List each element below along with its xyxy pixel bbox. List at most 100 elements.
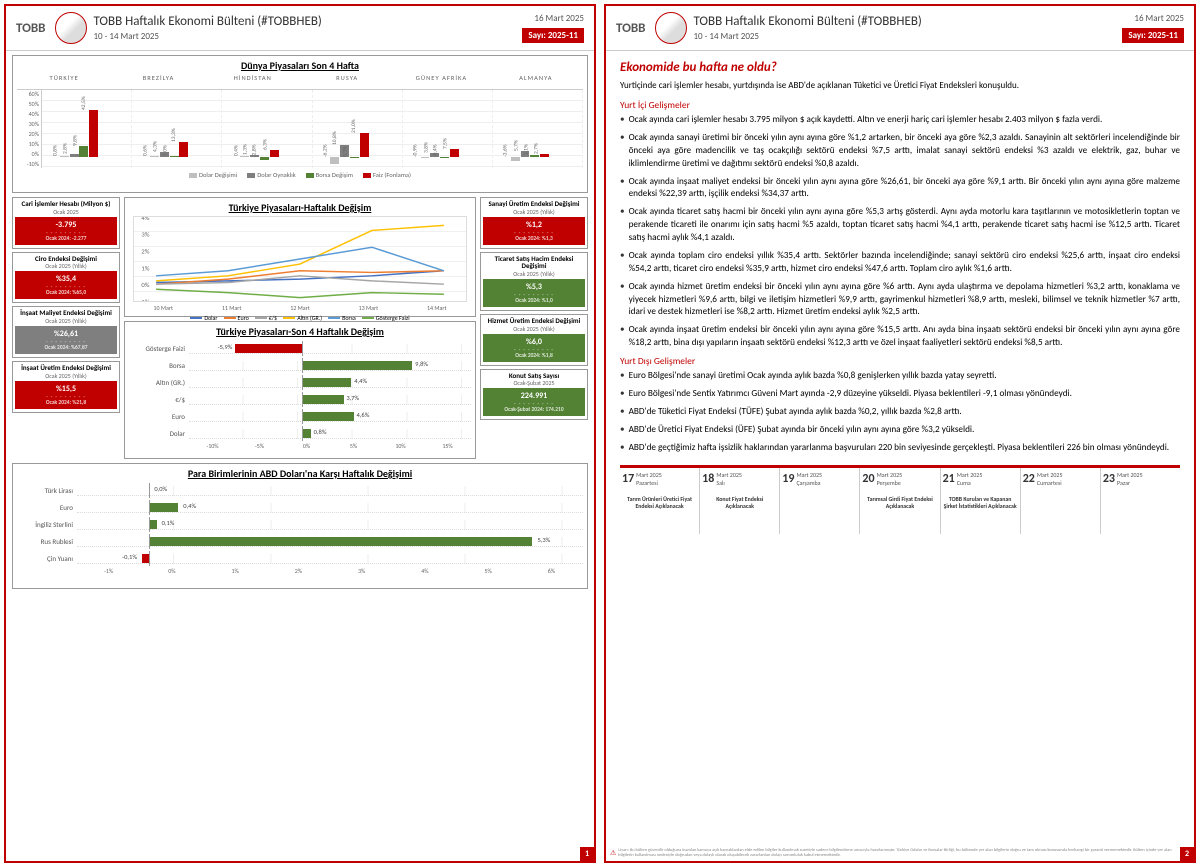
- issue-badge: Sayı: 2025-11: [1122, 28, 1184, 43]
- bullet-item: Ocak ayında hizmet üretim endeksi bir ön…: [620, 281, 1180, 320]
- calendar-cell: 22Mart 2025Cumartesi: [1021, 468, 1101, 534]
- middle-row: Cari İşlemler Hesabı (Milyon $) Ocak 202…: [12, 197, 588, 459]
- hbar-row: İngiliz Sterlini 0,1%: [17, 516, 583, 533]
- weekly-chart-title: Türkiye Piyasaları-Haftalık Değişim: [129, 201, 471, 214]
- tobb-logo-icon: [655, 12, 687, 44]
- disclaimer: Uyarı: Bu bülten güvenilir olduğuna inan…: [610, 849, 1176, 859]
- bulletin-title: TOBB Haftalık Ekonomi Bülteni (#TOBBHEB): [93, 14, 516, 29]
- hbar-row: Euro 4,6%: [129, 408, 471, 425]
- legend-item: Dolar: [190, 314, 217, 322]
- legend-item: Faiz (Fonlama): [363, 171, 411, 179]
- legend-item: Dolar Değişimi: [189, 171, 237, 179]
- hbar-row: Altın (GR.) 4,4%: [129, 374, 471, 391]
- hbar-row: €/$ 3,7%: [129, 391, 471, 408]
- country-bars: 0,8%2,8%9,8%42,5%: [42, 90, 132, 168]
- publish-date: 16 Mart 2025: [1122, 13, 1184, 24]
- world-chart-title: Dünya Piyasaları Son 4 Hafta: [17, 59, 583, 72]
- bullet-item: Ocak ayında cari işlemler hesabı 3.795 m…: [620, 114, 1180, 127]
- legend-item: Altın (GR.): [283, 314, 322, 322]
- bullet-item: Ocak ayında ticaret satış hacmi bir önce…: [620, 206, 1180, 245]
- legend-item: Borsa Değişim: [306, 171, 353, 179]
- bullet-item: Ocak ayında toplam ciro endeksi yıllık %…: [620, 250, 1180, 276]
- calendar-row: 17Mart 2025Pazartesi Tarım Ürünleri Üret…: [620, 465, 1180, 534]
- bullet-item: Euro Bölgesi'nde Sentix Yatırımcı Güveni…: [620, 388, 1180, 401]
- calendar-cell: 20Mart 2025Perşembe Tarımsal Girdi Fiyat…: [860, 468, 940, 534]
- svg-text:4%: 4%: [141, 217, 150, 222]
- legend-item: Euro: [224, 314, 249, 322]
- calendar-cell: 21Mart 2025Cuma TOBB Kurulan ve Kapanan …: [941, 468, 1021, 534]
- p2-main-title: Ekonomide bu hafta ne oldu?: [620, 59, 1180, 77]
- indicator-card: Cari İşlemler Hesabı (Milyon $) Ocak 202…: [12, 197, 120, 249]
- hbar-row: Borsa 9,8%: [129, 357, 471, 374]
- date-range: 10 - 14 Mart 2025: [93, 31, 516, 42]
- tobb-logo-text: TOBB: [616, 21, 645, 36]
- bullet-item: ABD'de geçtiğimiz hafta işsizlik hakları…: [620, 442, 1180, 455]
- bullet-item: Euro Bölgesi'nde sanayi üretimi Ocak ayı…: [620, 370, 1180, 383]
- page-number: 2: [1180, 847, 1194, 861]
- domestic-heading: Yurt İçi Gelişmeler: [620, 99, 1180, 112]
- world-markets-chart: Dünya Piyasaları Son 4 Hafta TÜRKİYEBREZ…: [12, 55, 588, 193]
- indicator-card: İnşaat Üretim Endeksi Değişimi Ocak 2025…: [12, 361, 120, 413]
- page-number: 1: [580, 847, 594, 861]
- p2-intro: Yurtiçinde cari işlemler hesabı, yurtdış…: [620, 80, 1180, 93]
- indicator-card: Sanayi Üretim Endeksi Değişimi Ocak 2025…: [480, 197, 588, 249]
- legend-item: Dolar Oynaklık: [247, 171, 295, 179]
- page2-content: Ekonomide bu hafta ne oldu? Yurtiçinde c…: [606, 51, 1194, 861]
- country-bars: 0,6%4,3%1,0%13,3%: [132, 90, 222, 168]
- bullet-item: Ocak ayında sanayi üretimi bir önceki yı…: [620, 132, 1180, 171]
- hbar-row: Rus Rublesi 5,3%: [17, 533, 583, 550]
- issue-badge: Sayı: 2025-11: [522, 28, 584, 43]
- country-bars: 0,4%1,3%-2,8%6,3%: [222, 90, 312, 168]
- calendar-cell: 23Mart 2025Pazar: [1101, 468, 1180, 534]
- country-header: GÜNEY AFRİKA: [394, 74, 488, 89]
- country-header: TÜRKİYE: [17, 74, 111, 89]
- indicator-card: Konut Satış Sayısı Ocak-Şubat 2025 224.9…: [480, 369, 588, 421]
- page-2: TOBB TOBB Haftalık Ekonomi Bülteni (#TOB…: [604, 4, 1196, 863]
- country-bars: -0,9%3,8%-0,4%7,5%: [403, 90, 493, 168]
- four-week-title: Türkiye Piyasaları-Son 4 Haftalık Değişi…: [129, 325, 471, 338]
- weekly-line-chart: Türkiye Piyasaları-Haftalık Değişim 4% 3%…: [124, 197, 476, 317]
- bullet-item: Ocak ayında inşaat maliyet endeksi bir ö…: [620, 176, 1180, 202]
- hbar-row: Gösterge Faizi -5,9%: [129, 340, 471, 357]
- svg-text:1%: 1%: [141, 265, 150, 272]
- header: TOBB TOBB Haftalık Ekonomi Bülteni (#TOB…: [606, 6, 1194, 51]
- svg-text:2%: 2%: [141, 248, 150, 255]
- country-header: HİNDİSTAN: [206, 74, 300, 89]
- indicator-card: Ciro Endeksi Değişimi Ocak 2025 (Yıllık)…: [12, 252, 120, 304]
- right-indicator-cards: Sanayi Üretim Endeksi Değişimi Ocak 2025…: [480, 197, 588, 459]
- legend-item: Borsa: [328, 314, 356, 322]
- legend-item: Gösterge Faizi: [362, 314, 410, 322]
- country-bars: -6,2%10,8%0,3%21,0%: [313, 90, 403, 168]
- svg-text:3%: 3%: [141, 231, 150, 238]
- calendar-cell: 19Mart 2025Çarşamba: [780, 468, 860, 534]
- foreign-heading: Yurt Dışı Gelişmeler: [620, 355, 1180, 368]
- bulletin-title: TOBB Haftalık Ekonomi Bülteni (#TOBBHEB): [693, 14, 1116, 29]
- bullet-item: Ocak ayında inşaat üretim endeksi bir ön…: [620, 324, 1180, 350]
- page-1: TOBB TOBB Haftalık Ekonomi Bülteni (#TOB…: [4, 4, 596, 863]
- tobb-logo-icon: [55, 12, 87, 44]
- hbar-row: Çin Yuanı -0,1%: [17, 550, 583, 567]
- currency-bar-chart: Para Birimlerinin ABD Doları'na Karşı Ha…: [12, 463, 588, 589]
- svg-text:-1%: -1%: [139, 298, 150, 301]
- publish-date: 16 Mart 2025: [522, 13, 584, 24]
- tobb-logo-text: TOBB: [16, 21, 45, 36]
- country-bars: -3,6%5,7%2,1%2,7%: [493, 90, 583, 168]
- currency-chart-title: Para Birimlerinin ABD Doları'na Karşı Ha…: [17, 467, 583, 480]
- indicator-card: Hizmet Üretim Endeksi Değişimi Ocak 2025…: [480, 314, 588, 366]
- svg-text:0%: 0%: [141, 282, 150, 289]
- left-indicator-cards: Cari İşlemler Hesabı (Milyon $) Ocak 202…: [12, 197, 120, 459]
- legend-item: €/$: [255, 314, 277, 322]
- country-header: BREZİLYA: [111, 74, 205, 89]
- indicator-card: Ticaret Satış Hacim Endeksi Değişimi Oca…: [480, 252, 588, 311]
- header: TOBB TOBB Haftalık Ekonomi Bülteni (#TOB…: [6, 6, 594, 51]
- country-header: RUSYA: [300, 74, 394, 89]
- calendar-cell: 18Mart 2025Salı Konut Fiyat Endeksi Açık…: [700, 468, 780, 534]
- hbar-row: Euro 0,4%: [17, 499, 583, 516]
- bullet-item: ABD'de Tüketici Fiyat Endeksi (TÜFE) Şub…: [620, 406, 1180, 419]
- hbar-row: Türk Lirası 0,0%: [17, 482, 583, 499]
- country-header: ALMANYA: [489, 74, 583, 89]
- bullet-item: ABD'de Üretici Fiyat Endeksi (ÜFE) Şubat…: [620, 424, 1180, 437]
- indicator-card: İnşaat Maliyet Endeksi Değişimi Ocak 202…: [12, 306, 120, 358]
- four-week-bar-chart: Türkiye Piyasaları-Son 4 Haftalık Değişi…: [124, 321, 476, 459]
- hbar-row: Dolar 0,8%: [129, 425, 471, 442]
